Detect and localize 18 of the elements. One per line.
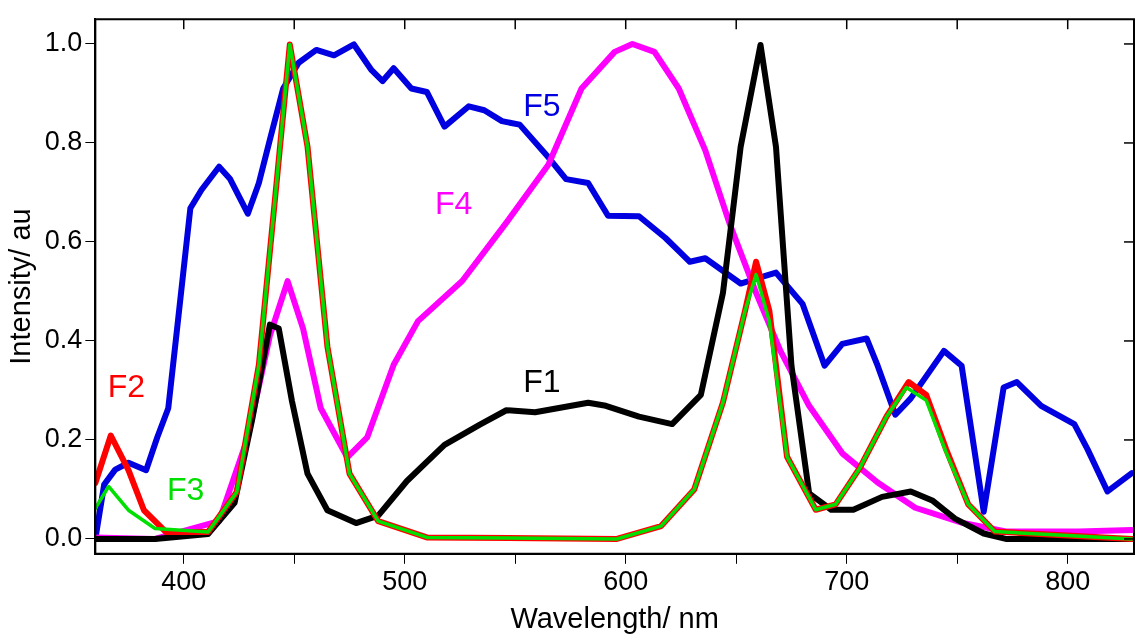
series-label: F4 xyxy=(435,185,473,222)
x-tick-label: 700 xyxy=(824,566,870,597)
x-tick-label: 800 xyxy=(1045,566,1091,597)
y-axis-title: Intensity/ au xyxy=(4,208,37,365)
x-tick-label: 500 xyxy=(382,566,428,597)
x-tick-label: 400 xyxy=(161,566,207,597)
series-label: F2 xyxy=(107,368,146,405)
y-tick-label: 0.6 xyxy=(44,225,83,256)
y-tick-label: 1.0 xyxy=(44,27,83,58)
y-tick-label: 0.4 xyxy=(44,324,83,355)
series-label: F5 xyxy=(523,87,561,124)
series-label: F1 xyxy=(523,363,561,400)
y-tick-label: 0.2 xyxy=(44,423,83,454)
x-tick-label: 600 xyxy=(603,566,649,597)
series-label: F3 xyxy=(167,470,205,507)
y-tick-label: 0.8 xyxy=(44,126,83,157)
y-tick-label: 0.0 xyxy=(44,522,83,553)
x-axis-title: Wavelength/ nm xyxy=(510,601,719,634)
